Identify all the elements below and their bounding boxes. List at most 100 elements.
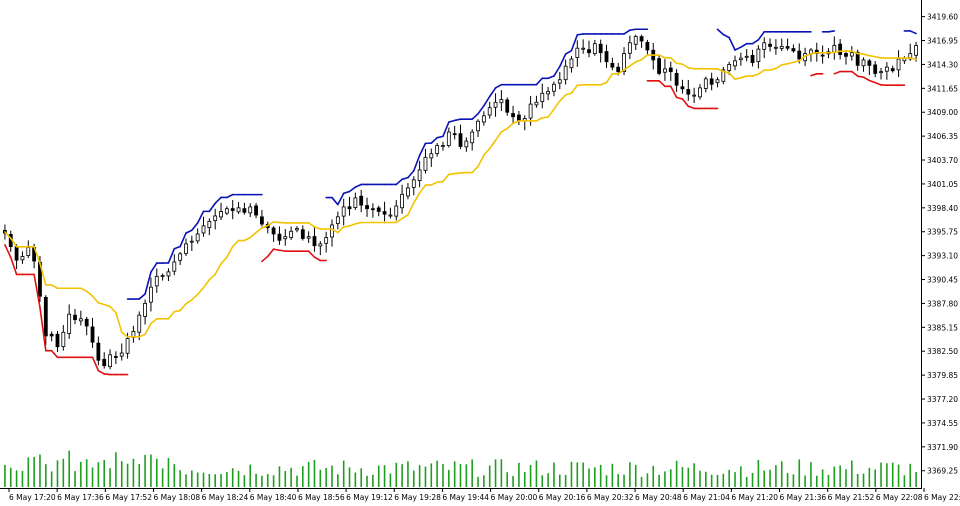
candle-body	[143, 303, 147, 317]
upper-band-segment	[314, 197, 320, 198]
volume-histogram	[4, 450, 917, 487]
candle	[394, 199, 399, 221]
candle	[359, 189, 364, 213]
middle-band-segment	[728, 72, 736, 81]
candle-body	[838, 43, 843, 55]
upper-band-segment	[138, 293, 146, 300]
middle-band-segment	[716, 68, 725, 73]
candle-body	[394, 205, 399, 217]
candle	[149, 277, 153, 312]
middle-band-segment	[453, 172, 462, 175]
candle-body	[452, 133, 457, 136]
candle	[546, 86, 551, 101]
candle-body	[248, 206, 253, 214]
candle-body	[435, 145, 440, 154]
candle-body	[464, 140, 469, 148]
candle	[195, 228, 200, 244]
upper-band-segment	[547, 75, 555, 80]
candle	[213, 208, 218, 230]
upper-band-segment	[331, 196, 339, 206]
candle-body	[300, 229, 305, 239]
candle	[441, 141, 445, 151]
middle-band-segment	[255, 227, 263, 234]
price-tick-label: 3414.30	[927, 60, 958, 69]
candle-body	[411, 179, 416, 188]
candle-body	[890, 68, 895, 72]
candle-body	[698, 87, 702, 98]
upper-band-segment	[354, 183, 363, 188]
candle-body	[125, 338, 130, 354]
middle-band-segment	[751, 73, 760, 77]
candle-body	[149, 286, 153, 303]
middle-band-segment	[412, 192, 421, 204]
lower-band-segment	[307, 250, 316, 259]
candle	[446, 127, 451, 148]
candle	[774, 39, 778, 55]
upper-band-segment	[453, 118, 462, 122]
middle-band-segment	[512, 120, 520, 125]
middle-band-segment	[261, 224, 269, 229]
time-tick-label: 6 May 22:08	[876, 493, 923, 502]
middle-band-segment	[120, 331, 129, 338]
candlestick-series	[3, 34, 918, 370]
candle	[137, 311, 142, 341]
candle	[154, 268, 159, 293]
lower-band-segment	[856, 75, 865, 78]
candle-body	[189, 240, 194, 243]
middle-band-segment	[605, 73, 614, 84]
candle-body	[867, 60, 872, 66]
upper-band-segment	[395, 178, 403, 186]
middle-band-segment	[179, 303, 187, 312]
upper-band-segment	[740, 42, 748, 48]
candle-body	[581, 47, 586, 50]
price-tick-label: 3382.50	[927, 347, 958, 356]
candle-body	[873, 64, 878, 74]
middle-band-segment	[804, 52, 812, 57]
candle	[879, 67, 883, 80]
middle-band-segment	[348, 223, 357, 227]
candle	[499, 90, 504, 112]
lower-band-segment	[874, 81, 882, 86]
candle	[540, 83, 545, 109]
candle	[692, 87, 697, 104]
candle-body	[417, 169, 422, 181]
candle	[119, 343, 124, 361]
price-tick-label: 3387.80	[927, 299, 958, 308]
candle	[464, 137, 469, 152]
candle	[610, 57, 615, 71]
candle	[592, 39, 597, 56]
middle-band-segment	[874, 55, 882, 59]
candle-body	[633, 36, 638, 45]
middle-band-segment	[541, 116, 549, 119]
middle-band-segment	[494, 131, 503, 142]
candle	[341, 198, 346, 226]
candle-body	[335, 216, 340, 224]
candle	[849, 46, 854, 61]
candle	[289, 226, 294, 240]
price-tick-label: 3395.75	[927, 228, 958, 237]
middle-band-segment	[780, 62, 789, 66]
candle-body	[277, 233, 282, 241]
candle	[663, 59, 667, 81]
candle	[552, 81, 556, 97]
candle	[49, 331, 54, 342]
candle-body	[528, 103, 533, 119]
candle-body	[230, 208, 235, 211]
candle	[470, 129, 475, 151]
candle-body	[914, 45, 918, 56]
candle	[312, 227, 317, 252]
lower-band-segment	[868, 79, 876, 84]
indicator-bands	[4, 28, 917, 376]
upper-band-segment	[494, 83, 503, 89]
upper-band-segment	[436, 135, 444, 139]
candle-body	[686, 89, 691, 95]
candle-body	[721, 69, 726, 82]
candle-body	[622, 53, 626, 72]
middle-band-segment	[208, 273, 216, 281]
middle-band-segment	[553, 100, 561, 111]
candle-body	[552, 83, 556, 92]
candle-body	[481, 115, 486, 123]
candle-body	[575, 47, 580, 58]
candle	[575, 40, 580, 67]
upper-band-segment	[185, 229, 193, 234]
